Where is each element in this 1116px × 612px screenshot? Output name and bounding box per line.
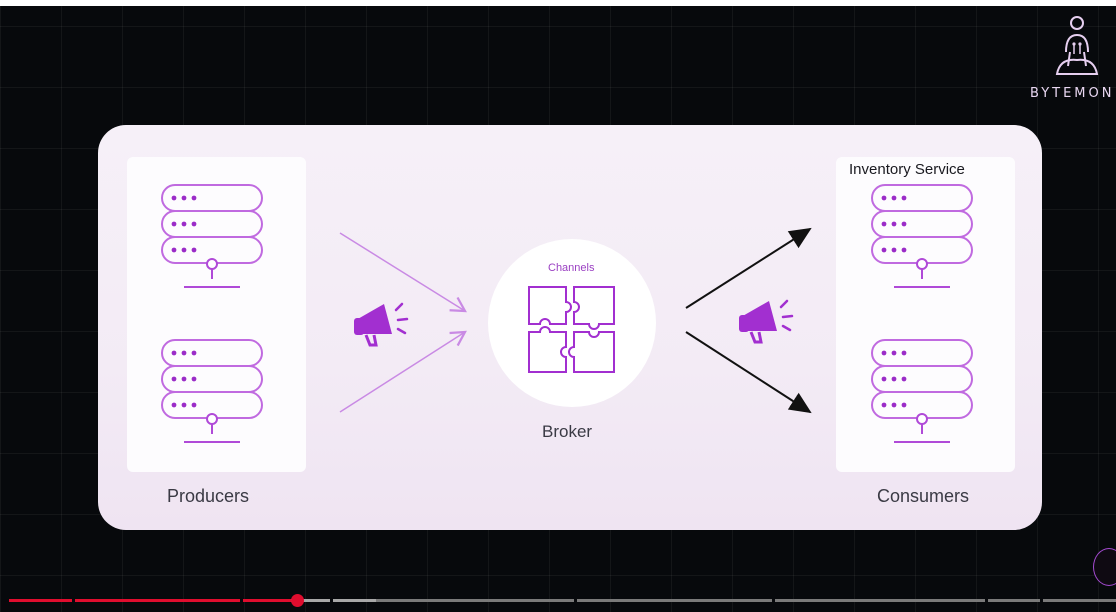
consumer-service-title: Inventory Service: [849, 161, 965, 178]
progress-played: [9, 599, 297, 602]
broker-label: Broker: [542, 422, 593, 441]
channel-avatar[interactable]: [1093, 548, 1116, 586]
bytemon-logo: BYTEMON: [1030, 8, 1116, 103]
chapter-marker: [1040, 598, 1043, 603]
megaphone-icon: [354, 302, 409, 347]
chapter-marker: [574, 598, 577, 603]
channels-label: Channels: [548, 262, 595, 274]
broker-node: [488, 239, 656, 407]
consumers-label: Consumers: [877, 486, 970, 506]
chapter-marker: [72, 598, 75, 603]
meditating-robot-icon: [1055, 16, 1099, 75]
megaphone-icon: [739, 299, 794, 344]
chapter-marker: [240, 598, 243, 603]
chapter-marker: [330, 598, 333, 603]
producer-server-icon-1: [161, 184, 263, 288]
producer-arrows: [339, 232, 467, 413]
brand-name: BYTEMON: [1030, 86, 1115, 101]
consumer-arrows: [685, 227, 812, 414]
progress-track[interactable]: [9, 599, 1116, 602]
consumer-server-icon-2: [871, 339, 973, 443]
chapter-marker: [985, 598, 988, 603]
progress-buffered: [291, 599, 376, 602]
producer-server-icon-2: [161, 339, 263, 443]
producers-label: Producers: [167, 486, 250, 506]
consumer-server-icon-1: [871, 184, 973, 288]
progress-scrubber[interactable]: [291, 594, 304, 607]
chapter-marker: [772, 598, 775, 603]
puzzle-pieces-icon: [528, 286, 615, 373]
